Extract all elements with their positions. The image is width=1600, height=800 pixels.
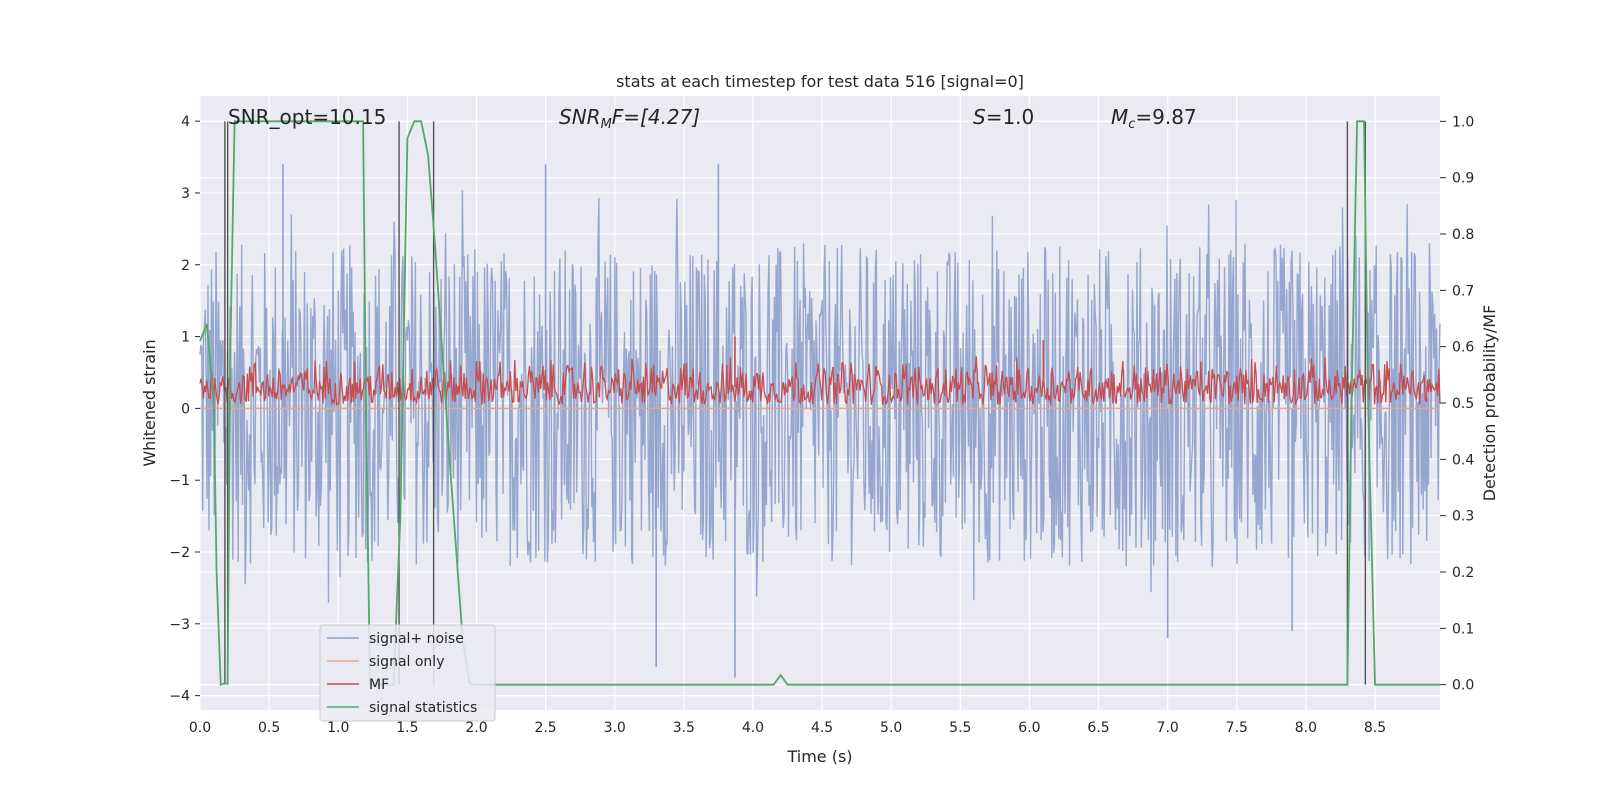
annotation-snr-opt: SNR_opt=10.15	[228, 105, 386, 129]
x-tick-label-9: 4.5	[811, 720, 833, 736]
x-tick-label-13: 6.5	[1087, 720, 1109, 736]
annotation-s: S=1.0	[973, 105, 1034, 129]
legend-label-signal-noise: signal+ noise	[369, 631, 464, 647]
legend-label-signal-only: signal only	[369, 654, 444, 670]
x-tick-label-4: 2.0	[465, 720, 487, 736]
y-tick-label-5: −1	[169, 473, 190, 489]
y2-tick-label-7: 0.3	[1452, 509, 1474, 525]
annotation-mc: Mc=9.87	[1111, 105, 1197, 132]
x-tick-label-8: 4.0	[742, 720, 764, 736]
chart-title: stats at each timestep for test data 516…	[616, 72, 1024, 91]
x-tick-label-10: 5.0	[880, 720, 902, 736]
y-tick-label-3: 1	[181, 330, 190, 346]
legend: signal+ noise signal only MF signal stat…	[319, 624, 496, 722]
x-tick-label-16: 8.0	[1295, 720, 1317, 736]
y2-axis-label: Detection probability/MF	[1480, 305, 1499, 502]
y2-tick-label-10: 0.0	[1452, 678, 1474, 694]
legend-label-signal-statistics: signal statistics	[369, 700, 477, 716]
y-tick-label-7: −3	[169, 617, 190, 633]
y2-tick-label-5: 0.5	[1452, 396, 1474, 412]
x-axis-label: Time (s)	[786, 747, 852, 766]
x-tick-label-15: 7.5	[1226, 720, 1248, 736]
y2-tick-label-4: 0.6	[1452, 340, 1474, 356]
y-tick-label-8: −4	[169, 689, 190, 705]
x-tick-label-17: 8.5	[1364, 720, 1386, 736]
x-tick-label-0: 0.0	[189, 720, 211, 736]
y2-tick-label-6: 0.4	[1452, 452, 1474, 468]
mf-series	[199, 336, 1441, 407]
x-tick-label-14: 7.0	[1157, 720, 1179, 736]
x-tick-label-2: 1.0	[327, 720, 349, 736]
x-tick-label-12: 6.0	[1018, 720, 1040, 736]
legend-box	[319, 624, 496, 722]
axis-ticks: 0.0 0.5 1.0 1.5 2.0 2.5 3.0 3.5 4.0 4.5 5.0 5.5 6.0 6…	[169, 114, 1474, 736]
signal-statistics-line	[199, 120, 1440, 687]
legend-label-mf: MF	[369, 677, 389, 693]
signal-noise-series	[199, 164, 1441, 678]
x-tick-label-11: 5.5	[949, 720, 971, 736]
y-tick-label-4: 0	[181, 401, 190, 417]
y2-tick-label-0: 1.0	[1452, 114, 1474, 130]
x-tick-label-7: 3.5	[673, 720, 695, 736]
y-tick-label-1: 3	[181, 186, 190, 202]
y-tick-label-0: 4	[181, 114, 190, 130]
y2-tick-label-2: 0.8	[1452, 227, 1474, 243]
x-tick-label-6: 3.0	[604, 720, 626, 736]
y2-tick-label-3: 0.7	[1452, 283, 1474, 299]
annotation-snr-mf: SNRMF=[4.27]	[559, 105, 700, 132]
x-tick-label-1: 0.5	[258, 720, 280, 736]
signal-noise-line	[199, 190, 1441, 603]
signal-statistics-series	[199, 120, 1440, 687]
y-tick-label-2: 2	[181, 258, 190, 274]
y-tick-label-6: −2	[169, 545, 190, 561]
y2-tick-label-8: 0.2	[1452, 565, 1474, 581]
y2-tick-label-9: 0.1	[1452, 621, 1474, 637]
y2-tick-label-1: 0.9	[1452, 171, 1474, 187]
x-tick-label-5: 2.5	[534, 720, 556, 736]
x-tick-label-3: 1.5	[396, 720, 418, 736]
y-axis-label: Whitened strain	[140, 339, 159, 466]
mf-line	[199, 356, 1441, 407]
